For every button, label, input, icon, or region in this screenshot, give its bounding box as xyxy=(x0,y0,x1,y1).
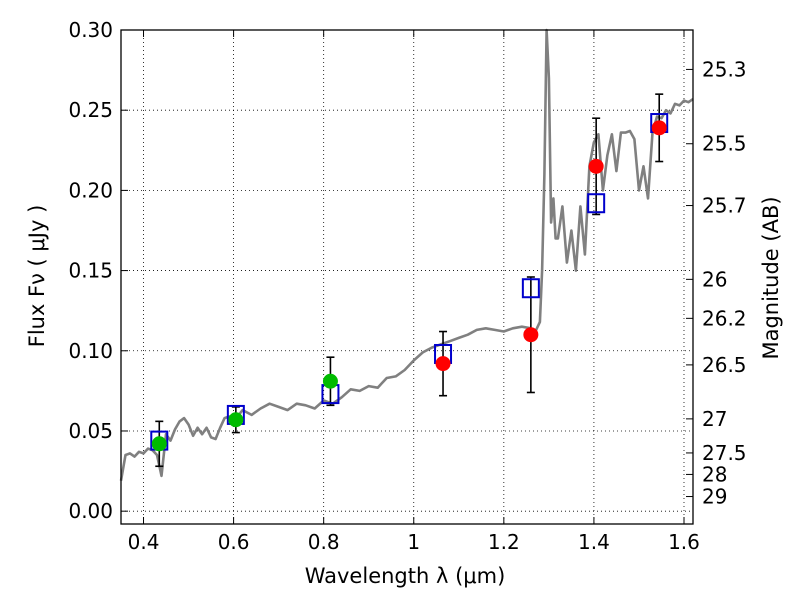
photometry-point xyxy=(523,327,539,343)
y2-tick-label: 25.5 xyxy=(702,132,747,156)
photometry-point xyxy=(228,412,244,428)
y2-tick-label: 29 xyxy=(702,485,727,509)
marker-layer xyxy=(150,93,669,468)
photometry-point xyxy=(322,373,338,389)
model-flux-square xyxy=(521,278,540,299)
x-tick-label: 0.6 xyxy=(218,530,250,554)
y2-tick-label: 26 xyxy=(702,267,727,291)
y-tick-label: 0.25 xyxy=(68,98,113,122)
photometry-point xyxy=(651,120,667,136)
y2-tick-label: 27.5 xyxy=(702,441,747,465)
plot-frame xyxy=(120,29,694,525)
x-tick-label: 1.6 xyxy=(668,530,700,554)
photometry-point xyxy=(435,356,451,372)
y2-tick-label: 25.7 xyxy=(702,194,747,218)
y2-tick-label: 27 xyxy=(702,407,727,431)
photometry-point xyxy=(151,436,167,452)
model-flux-square xyxy=(587,193,606,214)
y-tick-label: 0.30 xyxy=(68,18,113,42)
photometry-point xyxy=(588,158,604,174)
y-axis-label: Flux Fν ( μJy ) xyxy=(25,205,49,348)
x-tick-label: 1.4 xyxy=(578,530,610,554)
curve-layer xyxy=(119,28,694,481)
y2-tick-label: 26.5 xyxy=(702,353,747,377)
y-tick-label: 0.05 xyxy=(68,419,113,443)
x-axis-label: Wavelength λ (μm) xyxy=(305,564,506,588)
x-tick-label: 1 xyxy=(407,530,420,554)
x-tick-label: 0.8 xyxy=(308,530,340,554)
y-tick-label: 0.20 xyxy=(68,178,113,202)
y-tick-label: 0.00 xyxy=(68,499,113,523)
y2-tick-label: 28 xyxy=(702,462,727,486)
grid-layer xyxy=(121,29,693,524)
y2-tick-label: 26.2 xyxy=(702,306,747,330)
x-tick-label: 1.2 xyxy=(488,530,520,554)
tick-layer: 0.4 0.6 0.8 1 1.2 1.4 1.6 0.00 0.05 0.10 0.15 0.20 0… xyxy=(68,18,746,554)
model-spectrum-line xyxy=(119,28,694,481)
y-tick-label: 0.15 xyxy=(68,259,113,283)
y2-tick-label: 25.3 xyxy=(702,57,747,81)
y-tick-label: 0.10 xyxy=(68,339,113,363)
x-tick-label: 0.4 xyxy=(128,530,160,554)
y2-axis-label: Magnitude (AB) xyxy=(759,196,783,359)
